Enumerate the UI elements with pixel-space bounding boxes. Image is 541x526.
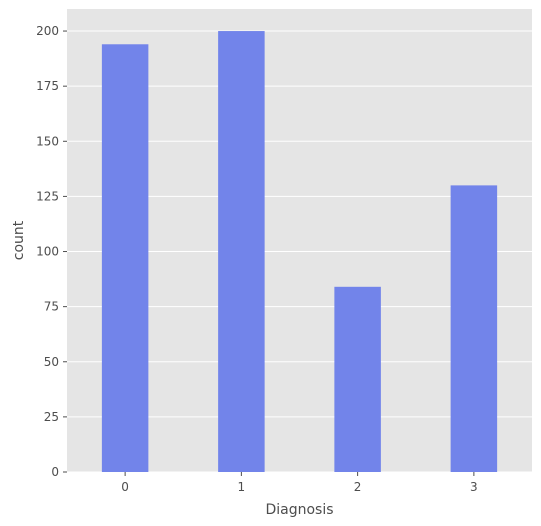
y-tick-label: 125 bbox=[36, 189, 59, 203]
y-tick-label: 100 bbox=[36, 245, 59, 259]
y-tick-label: 50 bbox=[44, 355, 59, 369]
y-tick-label: 175 bbox=[36, 79, 59, 93]
x-axis-ticks: 0 1 2 3 bbox=[121, 472, 477, 494]
y-tick-label: 200 bbox=[36, 24, 59, 38]
x-axis-label: Diagnosis bbox=[265, 502, 333, 518]
x-tick-label: 2 bbox=[354, 480, 362, 494]
x-tick-label: 3 bbox=[470, 480, 478, 494]
y-tick-label: 25 bbox=[44, 410, 59, 424]
bar-2 bbox=[334, 287, 381, 472]
bar-1 bbox=[218, 31, 265, 472]
bar-0 bbox=[102, 44, 149, 472]
y-axis-label: count bbox=[11, 220, 27, 260]
y-tick-label: 150 bbox=[36, 134, 59, 148]
y-axis-ticks: 0 25 50 75 100 125 150 175 200 bbox=[36, 24, 67, 479]
x-tick-label: 1 bbox=[238, 480, 246, 494]
y-tick-label: 0 bbox=[51, 465, 59, 479]
bar-3 bbox=[451, 185, 498, 472]
y-tick-label: 75 bbox=[44, 300, 59, 314]
x-tick-label: 0 bbox=[121, 480, 129, 494]
